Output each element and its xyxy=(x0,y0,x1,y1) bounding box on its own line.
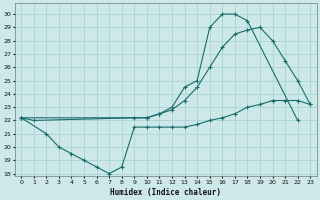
X-axis label: Humidex (Indice chaleur): Humidex (Indice chaleur) xyxy=(110,188,221,197)
